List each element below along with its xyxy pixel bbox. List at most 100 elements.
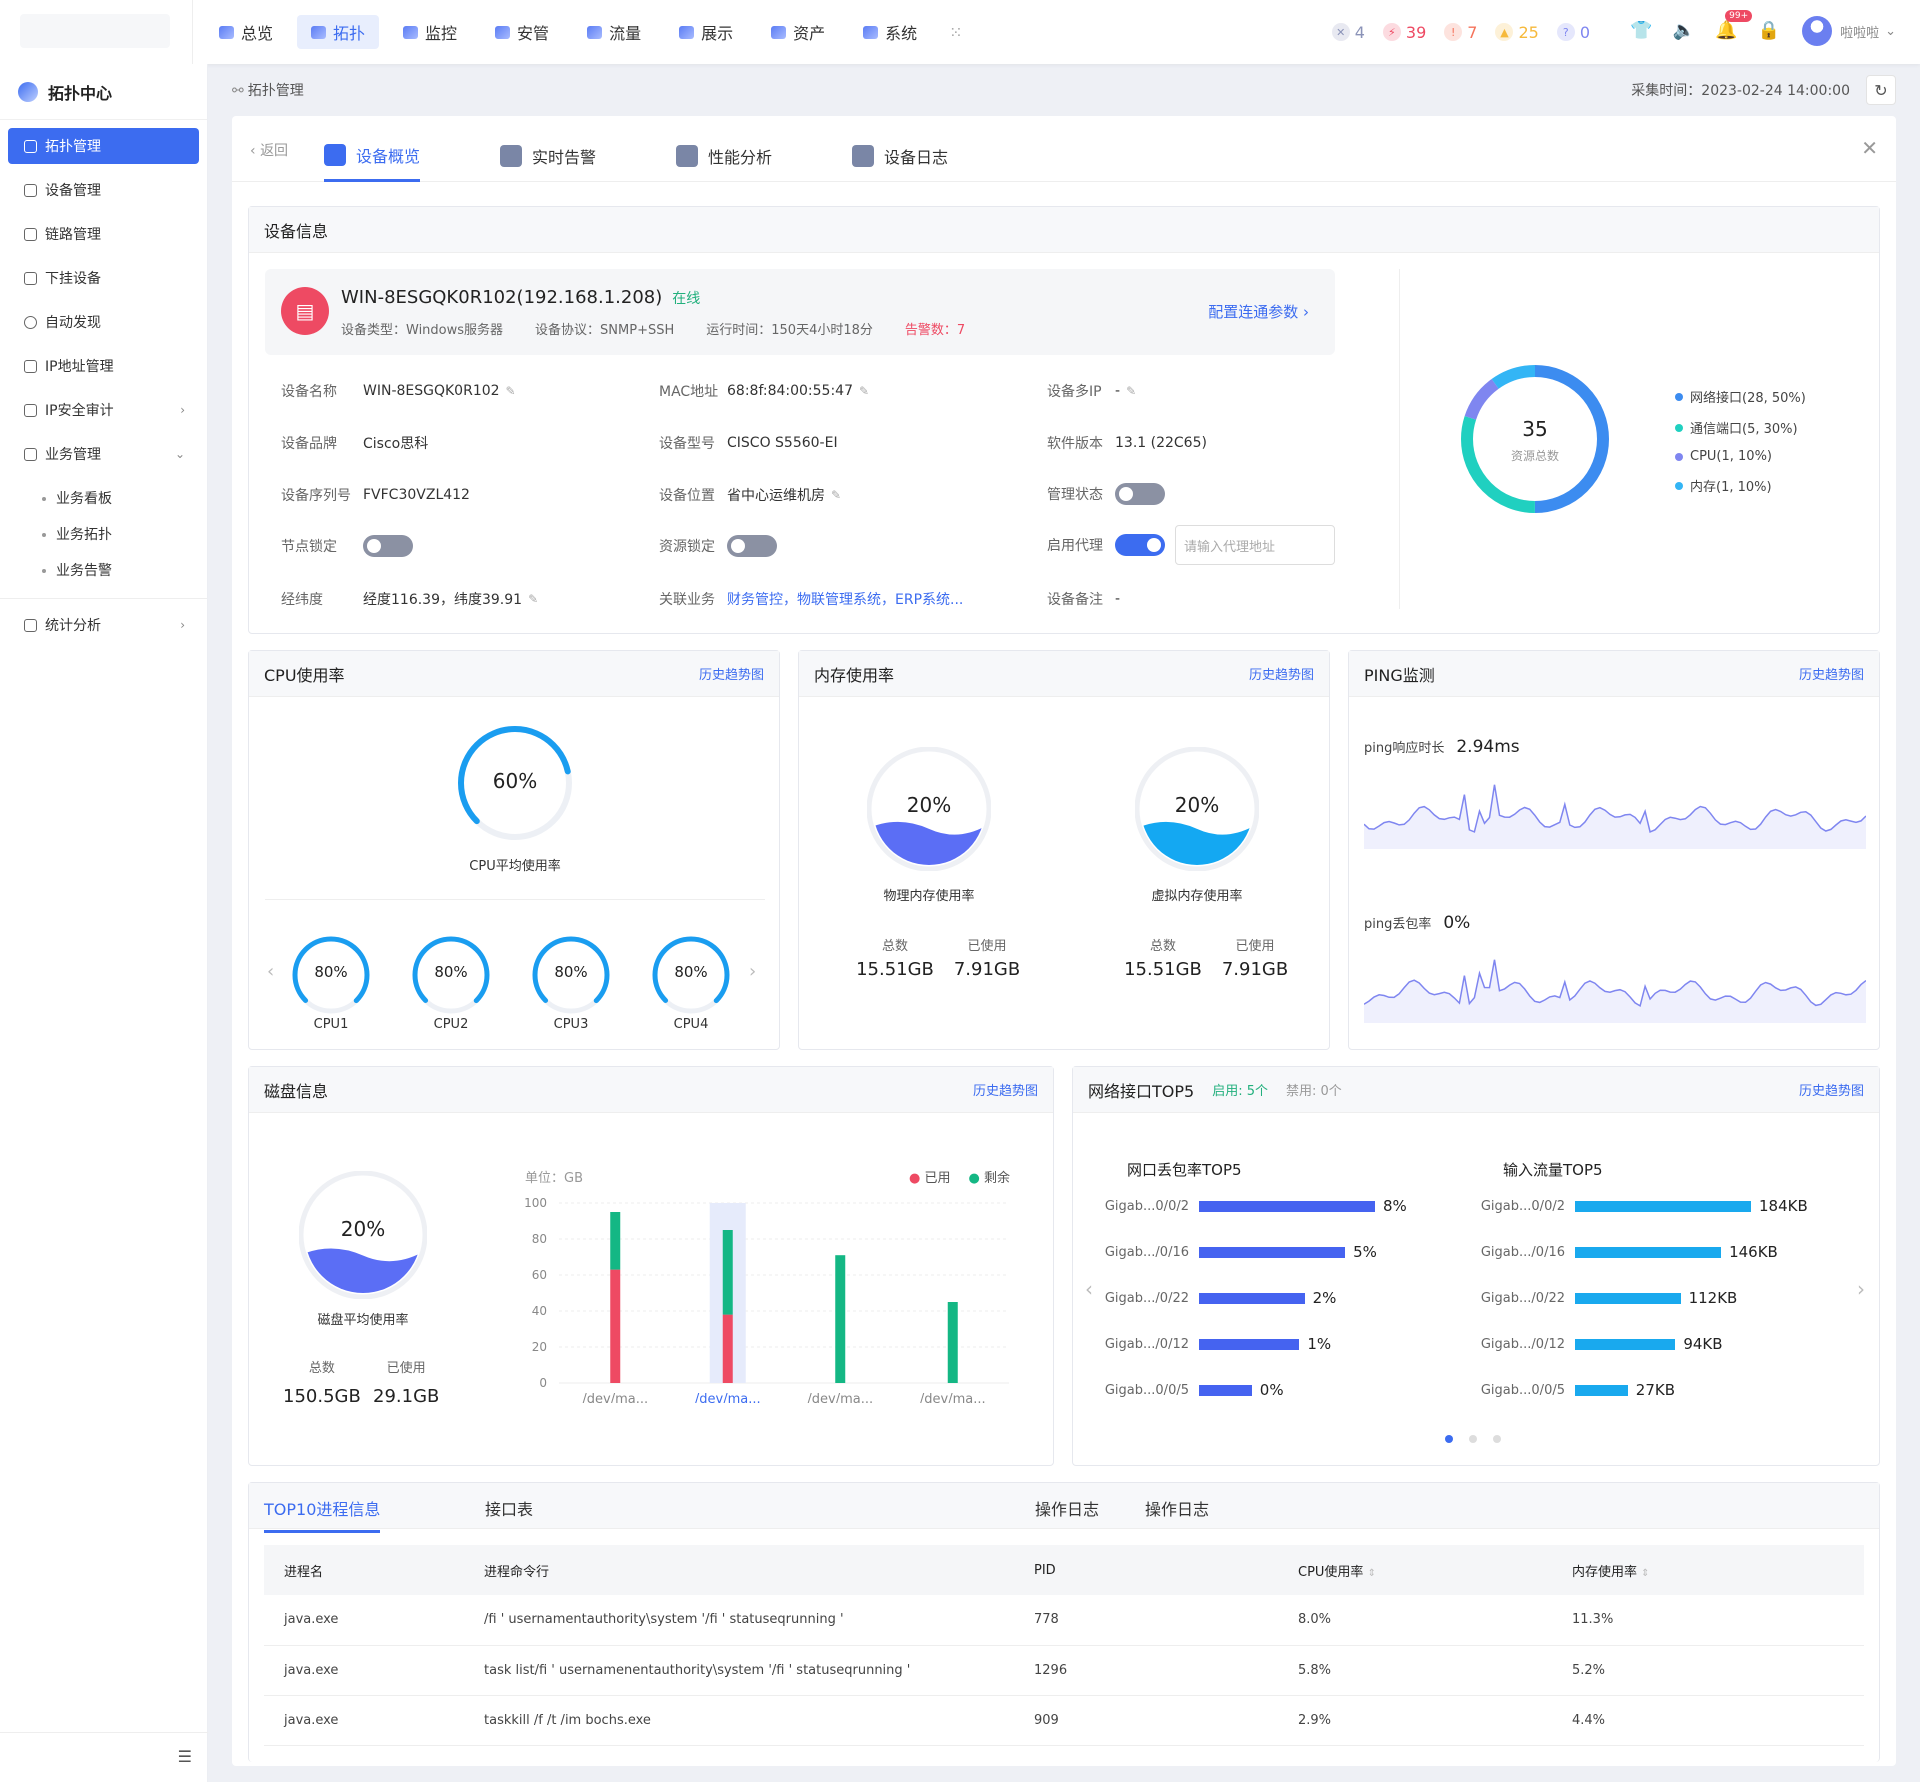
sidebar-item-attached[interactable]: 下挂设备 (8, 260, 199, 296)
nav-topology[interactable]: 拓扑 (297, 15, 380, 49)
table-row[interactable]: java.exe/fi ' usernamentauthority\system… (264, 1595, 1864, 1646)
collect-time: 采集时间：2023-02-24 14:00:00 (1631, 83, 1850, 99)
bell-icon[interactable]: 🔔 99+ (1715, 10, 1753, 41)
chevron-right-icon[interactable]: › (749, 961, 757, 982)
sidebar-item-business[interactable]: 业务管理 ⌄ (8, 436, 199, 472)
chevron-left-icon[interactable]: ‹ (1085, 1277, 1093, 1301)
edit-icon[interactable]: ✎ (528, 592, 539, 606)
sort-icon[interactable]: ⇕ (1641, 1567, 1650, 1579)
edit-icon[interactable]: ✎ (831, 488, 842, 502)
nav-security[interactable]: 安管 (481, 15, 563, 49)
alert-counter[interactable]: ▲ 25 (1495, 23, 1539, 42)
input-title: 输入流量TOP5 (1503, 1161, 1603, 1179)
config-connection-link[interactable]: 配置连通参数 › (1208, 301, 1309, 322)
back-link[interactable]: ‹ 返回 (250, 143, 289, 159)
device-name: WIN-8ESGQK0R102(192.168.1.208) 在线 (341, 287, 700, 308)
bar-free[interactable] (722, 1230, 733, 1315)
bar-used[interactable] (722, 1314, 733, 1383)
tab-operation-log-2[interactable]: 操作日志 (1145, 1500, 1210, 1519)
nav-assets[interactable]: 资产 (757, 15, 839, 49)
nav-traffic[interactable]: 流量 (573, 15, 655, 49)
history-trend-link[interactable]: 历史趋势图 (1798, 668, 1864, 683)
edit-icon[interactable]: ✎ (1126, 384, 1137, 398)
table-header-row: 进程名 进程命令行 PID CPU使用率 ⇕ 内存使用率 ⇕ (264, 1545, 1864, 1595)
bar-free[interactable] (947, 1302, 958, 1383)
business-links[interactable]: 财务管控，物联管理系统，ERP系统... (727, 592, 964, 608)
sidebar-item-ip-mgmt[interactable]: IP地址管理 (8, 348, 199, 384)
tab-interface-table[interactable]: 接口表 (485, 1500, 534, 1519)
carousel-dot-2[interactable] (1469, 1435, 1477, 1443)
bar-value: 1% (1307, 1335, 1332, 1353)
edit-icon[interactable]: ✎ (859, 384, 870, 398)
sidebar-item-discovery[interactable]: 自动发现 (8, 304, 199, 340)
speaker-icon[interactable]: 🔈 (1672, 20, 1696, 41)
node-lock-toggle[interactable] (363, 535, 413, 557)
close-icon[interactable]: ✕ (1861, 136, 1878, 160)
bar-value: 94KB (1683, 1335, 1723, 1353)
bar-free[interactable] (610, 1212, 621, 1270)
cpu-panel: CPU使用率 历史趋势图 60% CPU平均使用率 ‹ › 80% CPU1 80% C… (248, 650, 780, 1050)
edit-icon[interactable]: ✎ (505, 384, 516, 398)
tab-top10-process[interactable]: TOP10进程信息 (264, 1496, 381, 1533)
device-icon (24, 183, 37, 197)
x-tick-label: /dev/ma... (920, 1392, 986, 1403)
carousel-dot-3[interactable] (1493, 1435, 1501, 1443)
chevron-right-icon[interactable]: › (1857, 1277, 1865, 1301)
tab-performance[interactable]: 性能分析 (676, 130, 772, 182)
history-trend-link[interactable]: 历史趋势图 (972, 1084, 1038, 1099)
nav-monitor[interactable]: 监控 (389, 15, 471, 49)
chevron-left-icon[interactable]: ‹ (267, 961, 275, 982)
tab-realtime-alarm[interactable]: 实时告警 (500, 130, 596, 182)
sort-icon[interactable]: ⇕ (1367, 1567, 1376, 1579)
carousel-dot-1[interactable] (1445, 1435, 1453, 1443)
bar-value: 8% (1383, 1197, 1407, 1215)
resource-donut (1461, 365, 1609, 513)
back-label: 返回 (260, 143, 289, 159)
proxy-toggle[interactable] (1115, 534, 1165, 556)
sidebar-subitem-topology[interactable]: 业务拓扑 (0, 516, 207, 552)
nav-system[interactable]: 系统 (849, 15, 931, 49)
mgmt-status-toggle[interactable] (1115, 483, 1165, 505)
nav-display[interactable]: 展示 (665, 15, 747, 49)
field-label: 关联业务 (659, 592, 715, 608)
user-menu[interactable]: 啦啦啦 ⌄ (1802, 16, 1896, 46)
system-icon (863, 25, 879, 39)
stat-value: 150.5GB (283, 1386, 361, 1407)
bar-free[interactable] (835, 1255, 846, 1383)
alert-counter[interactable]: ! 7 (1444, 23, 1477, 42)
table-row[interactable]: java.exe taskkill /f /t /im bochs.exe 909 2… (264, 1695, 1864, 1746)
col-cpu[interactable]: CPU使用率 ⇕ (1278, 1545, 1552, 1595)
field-proxy: 启用代理 请输入代理地址 (1047, 525, 1335, 565)
history-trend-link[interactable]: 历史趋势图 (1248, 668, 1314, 683)
tab-device-overview[interactable]: 设备概览 (324, 130, 421, 182)
tab-device-log[interactable]: 设备日志 (852, 130, 948, 182)
memory-blocks: 20% 物理内存使用率 总数 15.51GB 已使用 7.91GB 20% 虚拟内存使用率 总数… (799, 697, 1331, 1051)
col-mem[interactable]: 内存使用率 ⇕ (1552, 1545, 1864, 1595)
bar-used[interactable] (610, 1269, 621, 1383)
collapse-menu-icon[interactable]: ☰ (177, 1747, 192, 1766)
shirt-icon[interactable]: 👕 (1630, 20, 1653, 41)
history-trend-link[interactable]: 历史趋势图 (698, 668, 764, 683)
alert-counter[interactable]: ⚡ 39 (1382, 23, 1426, 42)
sidebar-item-ip-audit[interactable]: IP安全审计 › (8, 392, 199, 428)
lock-icon[interactable]: 🔒 (1757, 20, 1780, 41)
alert-counter[interactable]: ? 0 (1556, 23, 1590, 42)
refresh-button[interactable]: ↻ (1866, 75, 1896, 105)
table-cell: 5.8% (1278, 1645, 1552, 1696)
sidebar-item-stats[interactable]: 统计分析 › (8, 607, 199, 643)
sidebar-item-link-mgmt[interactable]: 链路管理 (8, 216, 199, 252)
sidebar-item-device-mgmt[interactable]: 设备管理 (8, 172, 199, 208)
tab-operation-log[interactable]: 操作日志 (1035, 1500, 1100, 1519)
nav-overview[interactable]: 总览 (205, 15, 287, 49)
resource-lock-toggle[interactable] (727, 535, 777, 557)
sidebar-subitem-board[interactable]: 业务看板 (0, 480, 207, 516)
sidebar-item-topology-mgmt[interactable]: 拓扑管理 (8, 128, 199, 164)
alert-counter[interactable]: ✕ 4 (1331, 23, 1365, 42)
sidebar-subitem-alarm[interactable]: 业务告警 (0, 552, 207, 588)
history-trend-link[interactable]: 历史趋势图 (1798, 1084, 1864, 1099)
interface-name: Gigab.../0/12 (1104, 1336, 1189, 1352)
bar-row: Gigab.../0/16 5% (1085, 1243, 1377, 1261)
apps-grid-icon[interactable]: ⁙ (949, 22, 963, 42)
proxy-address-input[interactable]: 请输入代理地址 (1175, 525, 1335, 565)
table-row[interactable]: java.exe task list/fi ' usernamenentautho… (264, 1645, 1864, 1696)
